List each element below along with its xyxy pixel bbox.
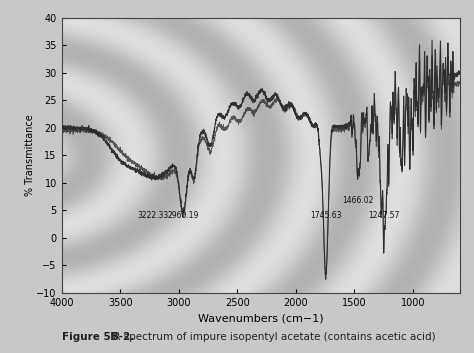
Text: 1466.02: 1466.02 [343,196,374,205]
Text: 2960.19: 2960.19 [168,211,199,220]
Text: IR spectrum of impure isopentyl acetate (contains acetic acid): IR spectrum of impure isopentyl acetate … [107,333,435,342]
Text: 1247.57: 1247.57 [368,211,400,220]
Text: 3222.33: 3222.33 [137,211,168,220]
Y-axis label: % Transmittance: % Transmittance [25,114,35,196]
X-axis label: Wavenumbers (cm−1): Wavenumbers (cm−1) [198,313,324,323]
Text: Figure 5B-2.: Figure 5B-2. [62,333,134,342]
Text: 1745.63: 1745.63 [310,211,341,220]
